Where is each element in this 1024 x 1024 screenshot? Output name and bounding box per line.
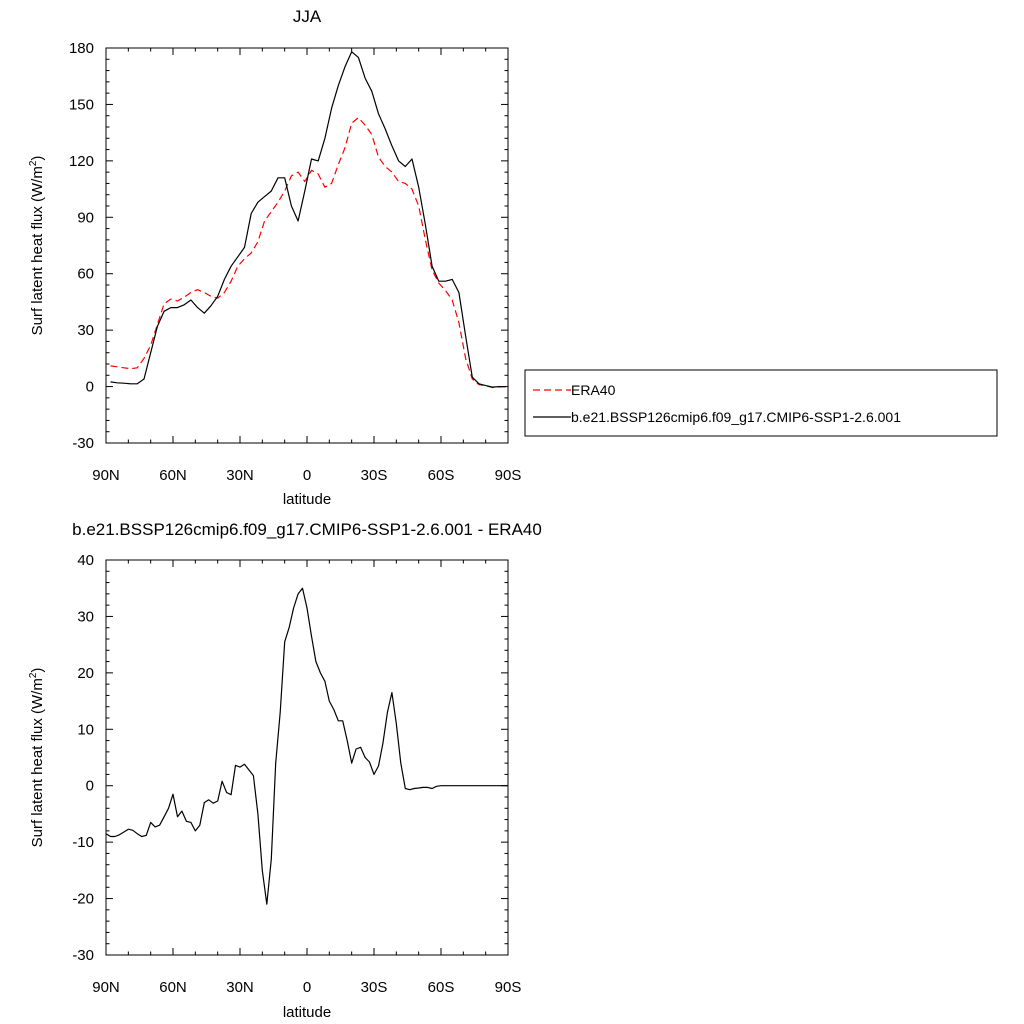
legend-label: b.e21.BSSP126cmip6.f09_g17.CMIP6-SSP1-2.… (571, 409, 901, 425)
y-tick-label: 0 (86, 778, 94, 795)
y-tick-label: 40 (77, 552, 94, 569)
y-tick-label: -30 (72, 435, 94, 452)
x-tick-label: 90S (495, 467, 522, 484)
x-tick-label: 30N (226, 979, 254, 996)
chart-panel-2: b.e21.BSSP126cmip6.f09_g17.CMIP6-SSP1-2.… (28, 520, 542, 1021)
y-tick-label: -10 (72, 834, 94, 851)
y-tick-label: -20 (72, 891, 94, 908)
chart-panel-1: JJA 90N 60N 30N 0 30S 60S 90S -30 0 30 60 90 120 150 18… (28, 7, 998, 508)
y-tick-label: 10 (77, 721, 94, 738)
y-axis-label-close: ) (29, 156, 46, 161)
series-line-b-e21-bssp126cmip6-f09-g17-cmip6-ssp1-2-6-001 (110, 51, 506, 388)
x-tick-label: 30S (361, 467, 388, 484)
series-line-diff-0 (105, 587, 508, 905)
chart-title: JJA (293, 7, 322, 26)
y-tick-label: 120 (69, 153, 94, 170)
x-tick-label: 0 (303, 979, 311, 996)
x-tick-label: 30S (361, 979, 388, 996)
y-tick-label: 150 (69, 96, 94, 113)
y-axis-label-sup: 2 (28, 672, 39, 678)
y-axis-label-close: ) (29, 668, 46, 673)
x-tick-label: 60S (428, 467, 455, 484)
legend-box (524, 369, 998, 437)
legend: ERA40 b.e21.BSSP126cmip6.f09_g17.CMIP6-SS… (524, 369, 998, 437)
series-line-era40 (110, 116, 506, 389)
x-tick-label: 30N (226, 467, 254, 484)
y-axis-label: Surf latent heat flux (W/m2) (28, 156, 46, 336)
y-tick-label: 180 (69, 40, 94, 57)
plot-frame (105, 47, 509, 444)
x-tick-label: 60N (159, 467, 187, 484)
chart-title: b.e21.BSSP126cmip6.f09_g17.CMIP6-SSP1-2.… (72, 520, 542, 539)
y-tick-label: 0 (86, 379, 94, 396)
x-tick-label: 90N (92, 979, 120, 996)
y-tick-label: 20 (77, 665, 94, 682)
y-tick-label: -30 (72, 947, 94, 964)
y-axis-label: Surf latent heat flux (W/m2) (28, 668, 46, 848)
x-axis-label: latitude (283, 491, 331, 508)
plot-frame (105, 559, 509, 956)
x-tick-label: 90N (92, 467, 120, 484)
y-tick-label: 30 (77, 608, 94, 625)
x-tick-label: 0 (303, 467, 311, 484)
y-tick-label: 90 (77, 209, 94, 226)
y-axis-label-sup: 2 (28, 160, 39, 166)
x-tick-label: 60N (159, 979, 187, 996)
legend-label: ERA40 (571, 382, 616, 398)
x-axis-label: latitude (283, 1004, 331, 1021)
y-tick-label: 60 (77, 266, 94, 283)
x-tick-label: 90S (495, 979, 522, 996)
x-tick-label: 60S (428, 979, 455, 996)
y-tick-label: 30 (77, 322, 94, 339)
y-axis-label-main: Surf latent heat flux (W/m (29, 678, 46, 847)
y-axis-label-main: Surf latent heat flux (W/m (29, 166, 46, 335)
